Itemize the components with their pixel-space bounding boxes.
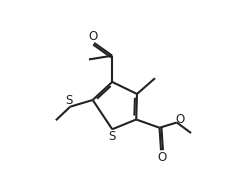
Text: O: O (175, 113, 185, 126)
Text: O: O (89, 30, 98, 43)
Text: S: S (65, 94, 72, 107)
Text: S: S (109, 130, 116, 143)
Text: O: O (157, 151, 166, 164)
